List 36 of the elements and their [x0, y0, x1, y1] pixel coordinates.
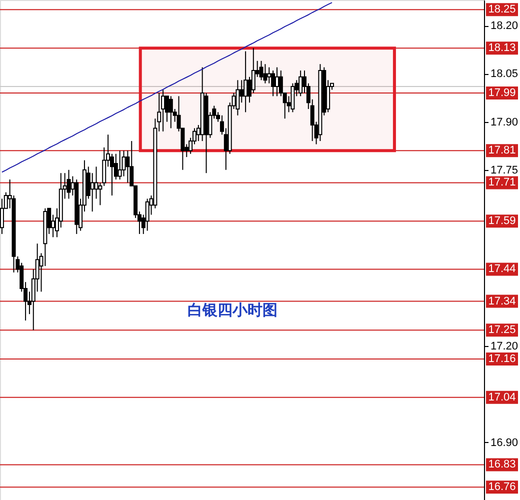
candlestick: [236, 80, 240, 116]
line-series: [1, 2, 332, 173]
candlestick: [298, 70, 303, 97]
candlestick: [244, 50, 248, 113]
ref-line-label: 17.44: [488, 263, 516, 276]
y-tick-label: 17.20: [490, 340, 518, 353]
y-tick-label: 18.20: [490, 20, 518, 32]
ref-line-label: 17.71: [488, 176, 516, 189]
candlestick: [271, 70, 276, 97]
ref-line-label: 17.25: [488, 324, 516, 336]
candlestick: [161, 89, 166, 132]
y-tick-label: 17.75: [490, 164, 518, 176]
ref-line-label: 16.76: [488, 481, 516, 494]
ref-line-label: 17.59: [488, 215, 516, 228]
candlestick: [66, 169, 71, 200]
candlestick: [259, 60, 264, 81]
ref-line-label: 18.13: [488, 42, 516, 54]
y-tick-label: 18.05: [490, 68, 518, 80]
candlestick: [118, 150, 122, 180]
candlestick: [90, 172, 94, 212]
ref-line-label: 18.25: [488, 4, 516, 16]
annotation: 白银四小时图: [187, 301, 278, 319]
ref-line-label: 17.16: [488, 352, 516, 365]
ref-line-label: 17.04: [488, 391, 516, 404]
y-tick-label: 16.90: [490, 436, 518, 449]
ref-line-label: 16.83: [488, 458, 516, 471]
candlestick: [263, 64, 268, 84]
candlestick: [274, 66, 279, 97]
y-tick-label: 17.90: [490, 116, 518, 128]
candlestick: [290, 82, 295, 113]
ref-line-label: 17.34: [488, 295, 516, 308]
candlestick: [267, 66, 272, 84]
candlestick: [168, 96, 173, 129]
candlestick: [145, 198, 150, 232]
ref-line-label: 17.81: [488, 144, 516, 157]
ref-line-label: 17.99: [488, 86, 516, 99]
